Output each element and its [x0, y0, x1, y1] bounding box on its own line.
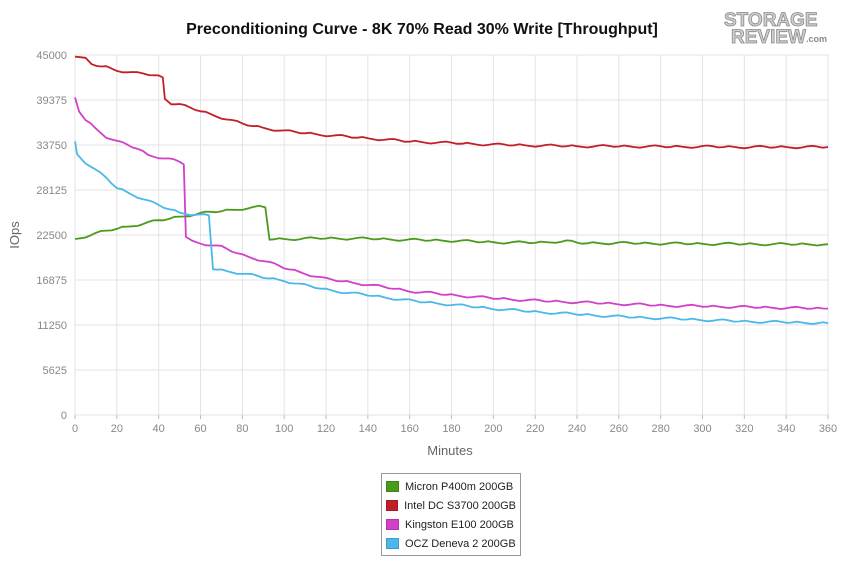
x-tick-label: 120 [317, 423, 335, 435]
y-tick-label: 28125 [36, 185, 67, 197]
x-tick-label: 180 [442, 423, 460, 435]
legend-item[interactable]: Micron P400m 200GB [386, 477, 516, 496]
x-tick-label: 200 [484, 423, 502, 435]
x-tick-label: 320 [735, 423, 753, 435]
logo-text-suffix: .com [806, 34, 827, 44]
x-tick-label: 360 [819, 423, 837, 435]
y-tick-label: 33750 [36, 140, 67, 152]
series-line-4 [74, 141, 829, 325]
y-tick-label: 11250 [37, 320, 67, 332]
y-tick-label: 22500 [36, 230, 67, 242]
x-tick-label: 280 [651, 423, 669, 435]
x-tick-label: 0 [72, 423, 78, 435]
y-tick-label: 39375 [36, 95, 67, 107]
series-line-1 [74, 204, 829, 247]
x-axis-label: Minutes [427, 443, 473, 458]
legend-item[interactable]: Intel DC S3700 200GB [386, 496, 516, 515]
x-tick-label: 100 [275, 423, 293, 435]
x-tick-label: 20 [111, 423, 123, 435]
legend-label: Kingston E100 200GB [405, 518, 514, 531]
chart-title: Preconditioning Curve - 8K 70% Read 30% … [186, 21, 658, 38]
legend-swatch [386, 519, 399, 530]
logo-text-bottom: REVIEW [731, 27, 806, 48]
legend-label: Intel DC S3700 200GB [404, 499, 516, 512]
y-tick-label: 16875 [36, 275, 67, 287]
site-logo: STORAGE REVIEW .com [724, 10, 827, 49]
logo-text-top: STORAGE [724, 10, 818, 31]
x-tick-label: 300 [693, 423, 711, 435]
legend-label: OCZ Deneva 2 200GB [405, 537, 516, 550]
x-tick-label: 60 [194, 423, 206, 435]
legend: Micron P400m 200GB Intel DC S3700 200GB Ki… [381, 473, 521, 556]
legend-item[interactable]: Kingston E100 200GB [386, 515, 516, 534]
series-layer [74, 55, 829, 325]
legend-swatch [386, 538, 399, 549]
y-tick-label: 45000 [36, 50, 67, 62]
x-axis-ticks: 0 20 40 60 80 100 120 140 160 180 200 220 240 260 280 3… [72, 415, 837, 435]
series-line-2 [74, 55, 829, 150]
legend-item[interactable]: OCZ Deneva 2 200GB [386, 534, 516, 553]
x-tick-label: 140 [359, 423, 377, 435]
legend-label: Micron P400m 200GB [405, 480, 514, 493]
x-tick-label: 240 [568, 423, 586, 435]
y-tick-label: 5625 [43, 365, 67, 377]
y-axis-ticks: 0 5625 11250 16875 22500 28125 33750 39375 45000 [36, 50, 67, 422]
x-tick-label: 80 [236, 423, 248, 435]
x-tick-label: 340 [777, 423, 795, 435]
y-tick-label: 0 [61, 410, 67, 422]
legend-swatch [386, 500, 399, 511]
y-axis-label: IOps [7, 221, 22, 249]
series-line-3 [74, 97, 829, 310]
x-tick-label: 40 [153, 423, 165, 435]
legend-swatch [386, 481, 399, 492]
x-tick-label: 260 [610, 423, 628, 435]
x-tick-label: 220 [526, 423, 544, 435]
x-tick-label: 160 [400, 423, 418, 435]
